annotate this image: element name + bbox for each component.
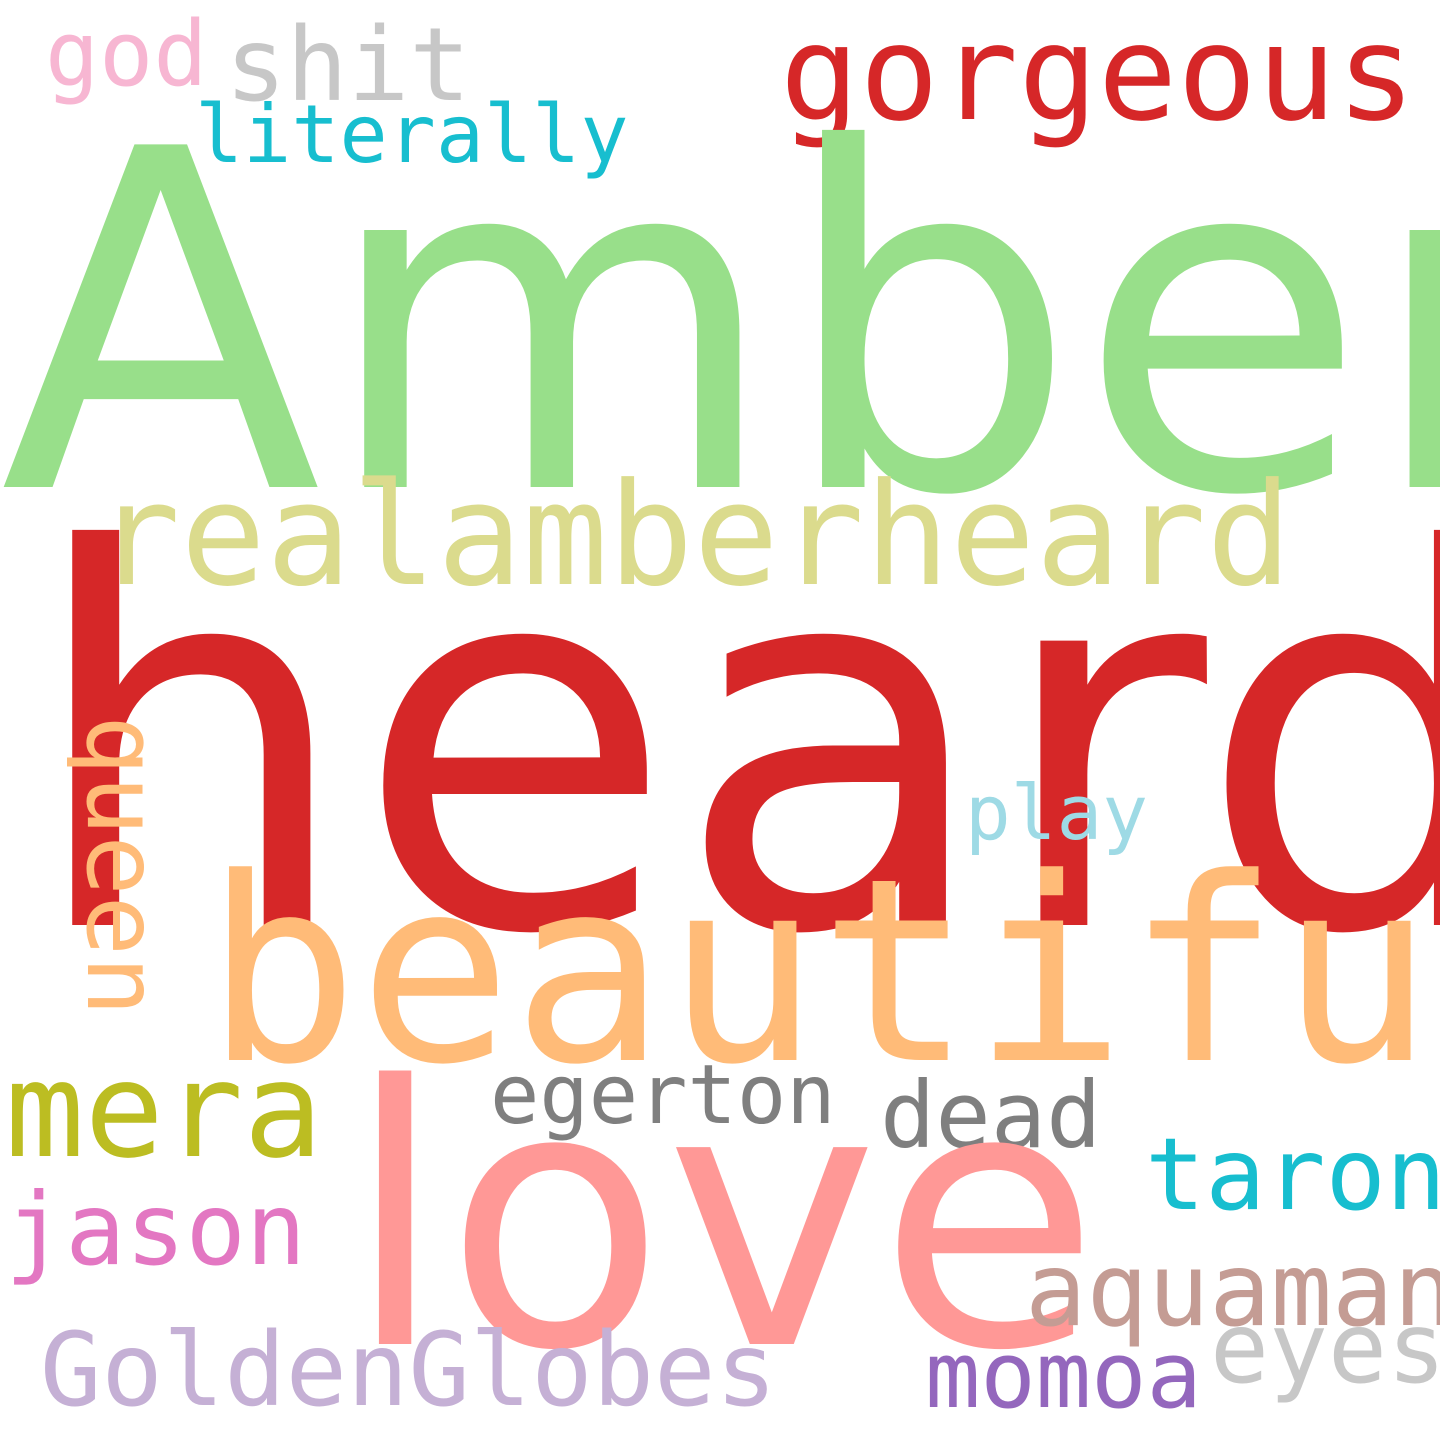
word-heard: heard bbox=[25, 442, 1440, 1048]
word-amber: Amber bbox=[0, 51, 1440, 598]
word-queen: queen bbox=[64, 715, 181, 1017]
word-shit: shit bbox=[225, 6, 471, 125]
word-momoa: momoa bbox=[925, 1322, 1202, 1429]
word-goldenglobes: GoldenGlobes bbox=[40, 1311, 777, 1430]
word-jason: jason bbox=[5, 1171, 307, 1288]
word-dead: dead bbox=[880, 1062, 1102, 1169]
word-literally: literally bbox=[195, 88, 629, 181]
word-god: god bbox=[45, 2, 208, 107]
word-play: play bbox=[965, 768, 1149, 857]
word-love: love bbox=[345, 1010, 1100, 1429]
word-realamberheard: realamberheard bbox=[95, 453, 1292, 618]
word-mera: mera bbox=[5, 1034, 323, 1188]
word-eyes: eyes bbox=[1210, 1292, 1440, 1406]
word-aquaman: aquaman bbox=[1025, 1231, 1440, 1350]
word-beautiful: beautiful bbox=[205, 824, 1440, 1121]
word-egerton: egerton bbox=[490, 1048, 836, 1143]
word-taron: taron bbox=[1145, 1116, 1440, 1233]
word-gorgeous: gorgeous bbox=[780, 0, 1416, 151]
